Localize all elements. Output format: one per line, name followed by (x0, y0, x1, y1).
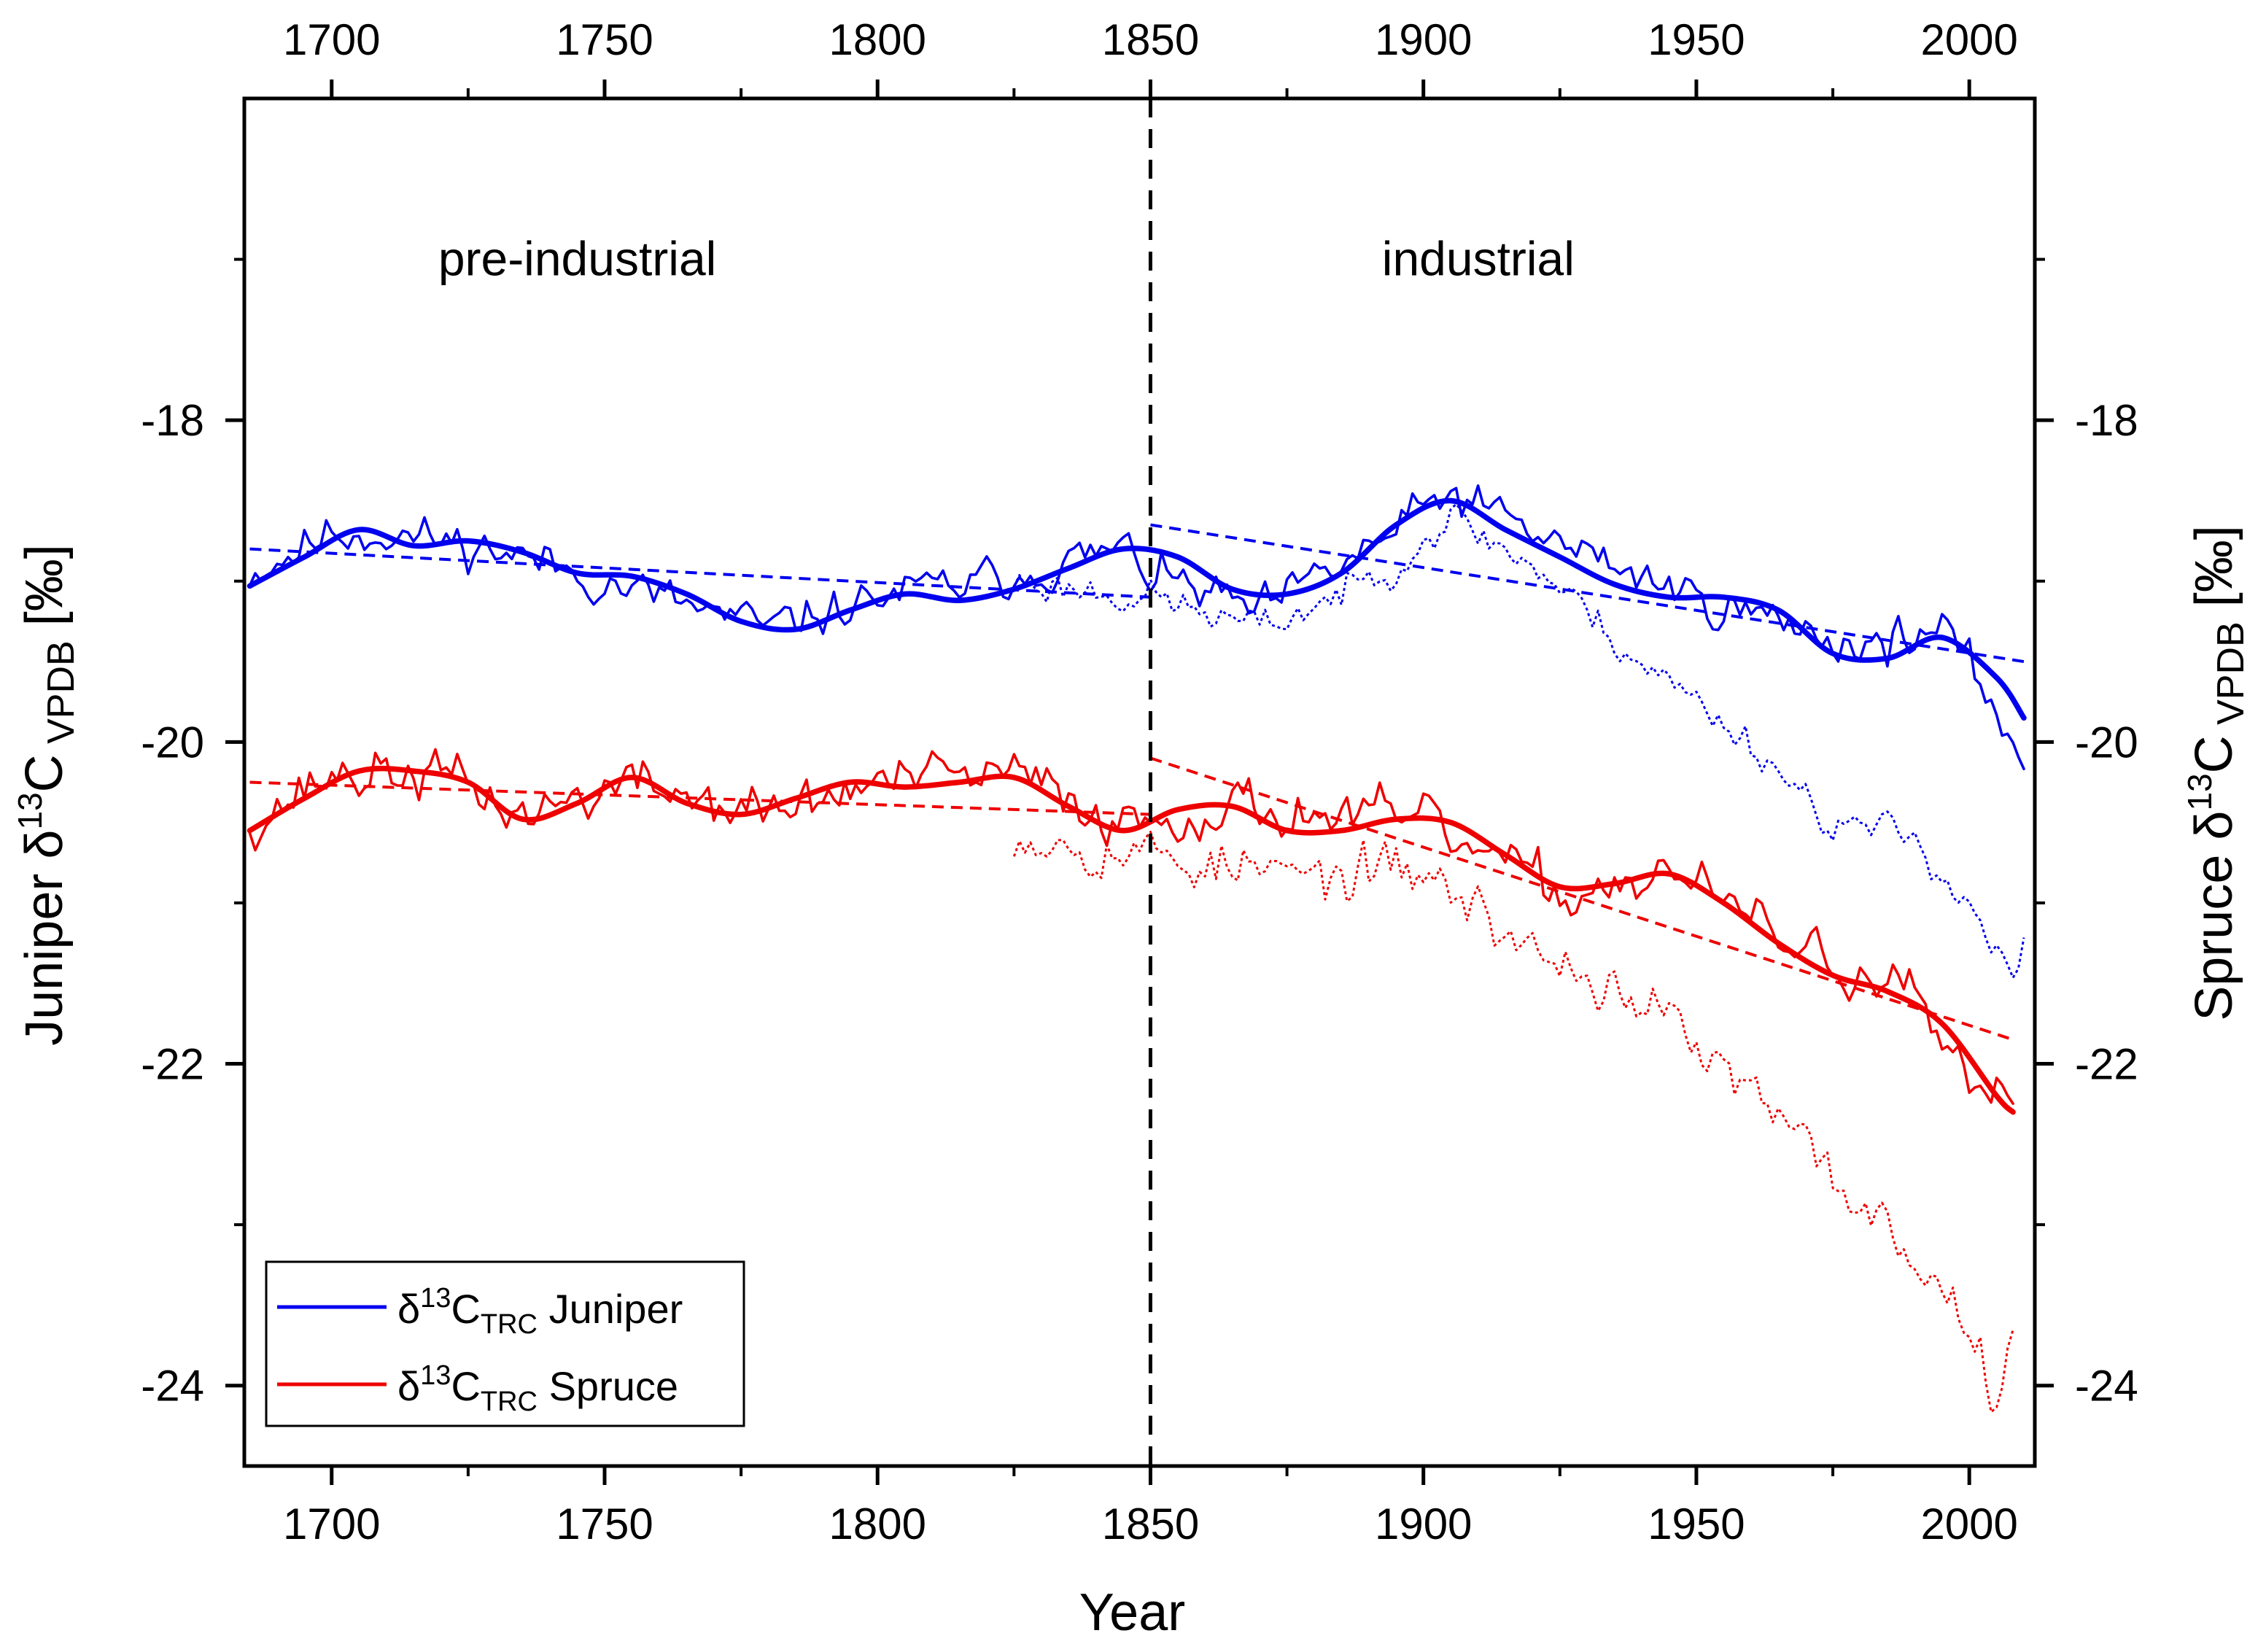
period-label-industrial: industrial (1382, 232, 1575, 286)
x-tick-label-top-1750: 1750 (556, 15, 653, 64)
y-axis-title-right: Spruce δ13C VPDB [‰] (2181, 525, 2252, 1020)
series-juniper-trend-industrial (1150, 523, 2025, 664)
y-tick-label-left--18: -18 (141, 396, 204, 445)
legend: δ13CTRC Juniper δ13CTRC Spruce (265, 1260, 745, 1427)
period-label-pre-industrial: pre-industrial (438, 232, 717, 286)
series-group (247, 484, 2027, 1413)
y-tick-label-left--20: -20 (141, 718, 204, 767)
x-tick-label-bottom-2000: 2000 (1920, 1500, 2017, 1548)
y-tick-label-left--22: -22 (141, 1040, 204, 1089)
y-tick-label-right--18: -18 (2075, 396, 2138, 445)
series-spruce-smoothed (247, 765, 2016, 1115)
x-axis-title: Year (1079, 1583, 1185, 1642)
y-axis-title-left: Juniper δ13C VPDB [‰] (11, 544, 82, 1045)
series-juniper-trend-pre-industrial (249, 547, 1151, 599)
plot-area (247, 484, 2027, 1413)
x-tick-label-bottom-1700: 1700 (283, 1500, 380, 1548)
y-tick-label-right--24: -24 (2075, 1362, 2138, 1411)
series-juniper-13c-trc-raw (248, 484, 2025, 770)
series-juniper-13c-trc-corrected-dotted (1013, 503, 2025, 979)
x-tick-label-bottom-1800: 1800 (829, 1500, 926, 1548)
x-tick-label-bottom-1900: 1900 (1375, 1500, 1472, 1548)
legend-box (265, 1260, 745, 1427)
series-spruce-13c-trc-corrected-dotted (1012, 831, 2014, 1413)
legend-label-spruce: δ13CTRC Spruce (397, 1360, 678, 1417)
legend-label-juniper: δ13CTRC Juniper (397, 1283, 683, 1340)
x-tick-label-bottom-1750: 1750 (556, 1500, 653, 1548)
axis-labels: 1700 1700 1750 1750 1800 1800 1850 1850 1900 1900… (11, 15, 2252, 1642)
series-spruce-13c-trc-raw (248, 748, 2014, 1105)
x-tick-label-top-1700: 1700 (283, 15, 380, 64)
y-tick-label-right--22: -22 (2075, 1040, 2138, 1089)
x-tick-label-top-1800: 1800 (829, 15, 926, 64)
y-tick-label-left--24: -24 (141, 1362, 204, 1411)
series-juniper-smoothed (247, 497, 2027, 721)
y-tick-label-right--20: -20 (2075, 718, 2138, 767)
x-tick-label-top-1850: 1850 (1102, 15, 1199, 64)
plot-frame (242, 96, 2037, 1468)
series-spruce-trend-pre-industrial (249, 780, 1151, 816)
x-tick-label-bottom-1950: 1950 (1648, 1500, 1745, 1548)
x-tick-label-top-2000: 2000 (1920, 15, 2017, 64)
x-tick-label-bottom-1850: 1850 (1102, 1500, 1199, 1548)
x-tick-label-top-1950: 1950 (1648, 15, 1745, 64)
x-tick-label-top-1900: 1900 (1375, 15, 1472, 64)
axes-frame (225, 80, 2054, 1485)
